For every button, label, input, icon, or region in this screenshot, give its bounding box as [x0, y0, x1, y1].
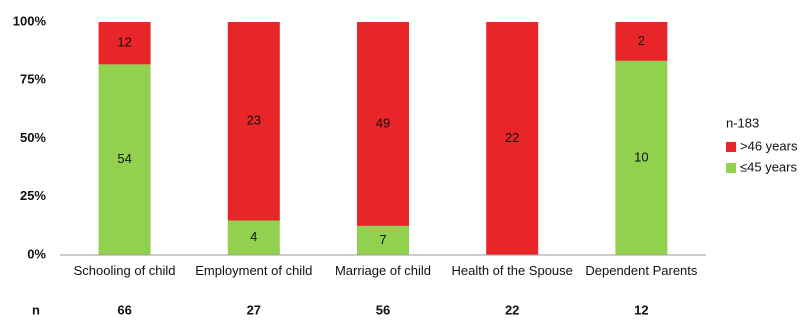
bar-segment — [357, 22, 409, 226]
n-value: 66 — [117, 302, 131, 317]
x-tick-label: Schooling of child — [73, 263, 176, 278]
data-label: 22 — [505, 130, 519, 145]
n-label: n — [32, 302, 40, 317]
data-label: 4 — [250, 229, 257, 244]
legend-swatch — [726, 163, 736, 173]
y-tick-label: 0% — [27, 246, 46, 261]
legend-label: >46 years — [740, 138, 798, 153]
n-value: 56 — [376, 302, 390, 317]
x-tick-label: Marriage of child — [334, 263, 432, 278]
bar-segment — [227, 22, 280, 221]
bar-segment — [98, 64, 151, 255]
y-tick-label: 100% — [13, 13, 47, 28]
legend-swatch — [726, 142, 736, 152]
data-label: 10 — [634, 149, 648, 164]
y-tick-label: 25% — [20, 188, 46, 203]
bar-segment — [357, 225, 409, 255]
data-label: 23 — [247, 113, 261, 128]
n-value: 22 — [505, 302, 519, 317]
legend-label: ≤45 years — [740, 159, 797, 174]
x-tick-label: Dependent Parents — [585, 263, 698, 278]
data-label: 7 — [379, 232, 386, 247]
data-label: 12 — [117, 35, 131, 50]
data-label: 54 — [117, 151, 131, 166]
x-tick-label: Health of the Spouse — [451, 263, 573, 278]
bar-segment — [98, 22, 151, 65]
bar-segment — [227, 220, 280, 255]
data-label: 49 — [376, 115, 390, 130]
y-tick-label: 50% — [20, 130, 46, 145]
bar-segment — [615, 60, 668, 256]
data-label: 2 — [638, 33, 645, 48]
y-tick-label: 75% — [20, 72, 46, 87]
n-value: 12 — [634, 302, 648, 317]
bar-segment — [486, 22, 539, 255]
bar-segment — [615, 22, 668, 61]
legend-title: n-183 — [726, 115, 759, 130]
x-tick-label: Employment of child — [195, 263, 313, 278]
n-value: 27 — [247, 302, 261, 317]
